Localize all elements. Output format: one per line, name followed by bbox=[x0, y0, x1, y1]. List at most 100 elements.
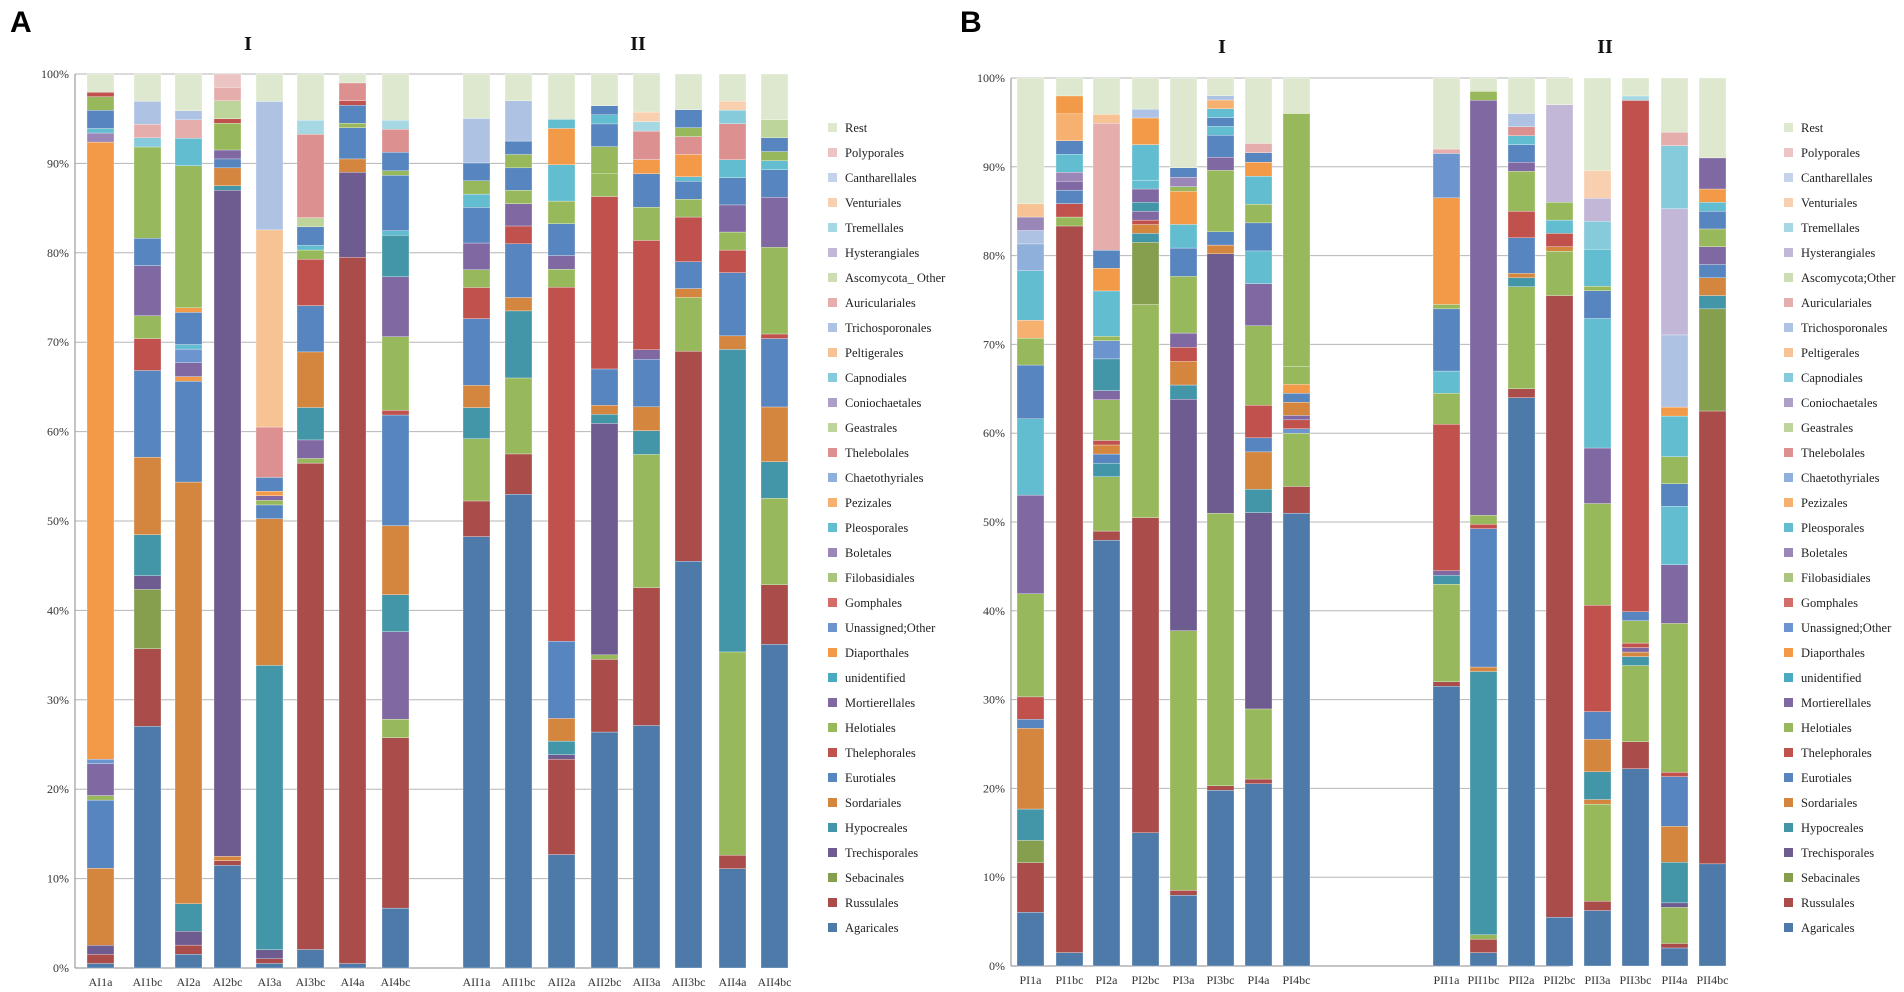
y-tick-label: 20% bbox=[47, 782, 69, 796]
bar-segment-ai1bc-russulales bbox=[133, 648, 162, 727]
legend-label-filobasidiales: Filobasidiales bbox=[845, 571, 915, 585]
legend-label-rest: Rest bbox=[845, 121, 868, 135]
bar-segment-pii1a-unassigned-other bbox=[1432, 153, 1461, 199]
x-tick-label-aii1bc: AII1bc bbox=[502, 975, 536, 989]
bar-segment-ai1bc-eurotiales bbox=[133, 370, 162, 458]
y-tick-label: 90% bbox=[47, 156, 69, 170]
y-tick-label: 10% bbox=[47, 872, 69, 886]
bar-segment-pi2a-peltigerales bbox=[1092, 114, 1121, 124]
bar-segment-pii3a-eurotiales bbox=[1583, 711, 1612, 740]
bar-segment-pii4a-eurotiales bbox=[1660, 776, 1689, 827]
bar-segment-pii4a-helotiales bbox=[1660, 907, 1689, 944]
bar-segment-aii1bc-helotiales bbox=[504, 154, 533, 169]
bar-segment-pi3bc-trechisporales bbox=[1206, 253, 1235, 514]
bar-segment-pi1bc-boletales bbox=[1055, 172, 1084, 182]
bar-segment-ai3a-trechisporales bbox=[255, 949, 284, 959]
legend-swatch-thelephorales bbox=[1784, 748, 1793, 757]
bar-segment-ai3a-helotiales bbox=[255, 500, 284, 506]
bar-segment-aii4a-helotiales bbox=[718, 651, 747, 856]
bar-segment-ai3a-russulales bbox=[255, 958, 284, 964]
bar-segment-aii3bc-thelephorales bbox=[674, 216, 703, 262]
bar-segment-ai2bc-hypocreales bbox=[213, 185, 242, 191]
legend-label-pezizales: Pezizales bbox=[845, 496, 892, 510]
bar-segment-pi2a-rest bbox=[1092, 77, 1121, 115]
bar-segment-pii4bc-sebacinales bbox=[1698, 308, 1727, 412]
bar-segment-pi1bc-diaporthales bbox=[1055, 95, 1084, 115]
bar-segment-ai3a-rest bbox=[255, 73, 284, 102]
legend-label-pezizales: Pezizales bbox=[1801, 496, 1848, 510]
legend-swatch-pezizales bbox=[828, 498, 837, 507]
bar-segment-aii4a-rest bbox=[718, 73, 747, 102]
legend-label-polyporales: Polyporales bbox=[1801, 146, 1860, 160]
bar-segment-pi1bc-rest bbox=[1055, 77, 1084, 97]
bar-segment-aii2a-agaricales bbox=[547, 854, 576, 969]
y-tick-label: 50% bbox=[47, 514, 69, 528]
bar-segment-pi3bc-pleosporales bbox=[1206, 126, 1235, 136]
bar-segment-pii2a-eurotiales bbox=[1507, 237, 1536, 274]
bar-segment-ai3bc-tremellales bbox=[296, 120, 325, 135]
legend-swatch-coniochaetales bbox=[1784, 398, 1793, 407]
bar-segment-pi2a-auriculariales bbox=[1092, 123, 1121, 251]
bar-segment-pi2bc-mortierellales bbox=[1131, 211, 1160, 221]
bar-segment-pii1a-russulales bbox=[1432, 681, 1461, 687]
bar-segment-pi4bc-mortierellales bbox=[1282, 415, 1311, 421]
bar-segment-pii2a-trichosporonales bbox=[1507, 113, 1536, 127]
bar-segment-pii2a-rest bbox=[1507, 77, 1536, 114]
legend-swatch-hypocreales bbox=[828, 823, 837, 832]
bar-segment-pi2bc-pleosporales bbox=[1131, 179, 1160, 190]
legend-label-venturiales: Venturiales bbox=[845, 196, 901, 210]
legend-swatch-trichosporonales bbox=[828, 323, 837, 332]
legend-swatch-filobasidiales bbox=[828, 573, 837, 582]
y-tick-label: 50% bbox=[983, 515, 1005, 529]
bar-segment-pii1bc-helotiales bbox=[1469, 515, 1498, 525]
bar-segment-pii2bc-pleosporales bbox=[1545, 219, 1574, 234]
legend-label-boletales: Boletales bbox=[845, 546, 892, 560]
legend-label-auriculariales: Auriculariales bbox=[845, 296, 916, 310]
bar-segment-aii2bc-rest bbox=[590, 73, 619, 106]
bar-segment-ai1bc-hypocreales bbox=[133, 534, 162, 576]
bar-segment-ai4bc-agaricales bbox=[381, 907, 410, 969]
bar-segment-ai2bc-eurotiales bbox=[213, 158, 242, 169]
legend-label-russulales: Russulales bbox=[845, 896, 899, 910]
bar-segment-ai4bc-helotiales bbox=[381, 336, 410, 411]
group-label-i: I bbox=[244, 33, 252, 55]
legend-swatch-sebacinales bbox=[828, 873, 837, 882]
bar-segment-pi2a-hypocreales bbox=[1092, 462, 1121, 477]
bar-segment-pi4a-pleosporales bbox=[1244, 175, 1273, 205]
bar-segment-pi2bc-trichosporonales bbox=[1131, 108, 1160, 119]
bar-segment-pi3bc-agaricales bbox=[1206, 790, 1235, 967]
bar-segment-pi4bc-thelephorales bbox=[1282, 419, 1311, 429]
bar-segment-pii4bc-helotiales bbox=[1698, 228, 1727, 247]
bar-segment-ai2bc-sordariales bbox=[213, 856, 242, 861]
bar-segment-pii2a-sordariales bbox=[1507, 273, 1536, 278]
group-label-ii: II bbox=[1597, 36, 1613, 58]
legend-label-hysterangiales: Hysterangiales bbox=[845, 246, 919, 260]
bar-segment-aii4a-mortierellales bbox=[718, 204, 747, 233]
bar-segment-ai2a-russulales bbox=[174, 944, 203, 955]
group-label-ii: II bbox=[630, 33, 646, 55]
bar-segment-pii2a-helotiales bbox=[1507, 286, 1536, 389]
bar-segment-pii4bc-mortierellales bbox=[1698, 157, 1727, 190]
bar-segment-pii1bc-eurotiales bbox=[1469, 528, 1498, 668]
bar-segment-pii1bc-hypocreales bbox=[1469, 671, 1498, 935]
bar-segment-aii4bc-thelephorales bbox=[760, 333, 789, 339]
bar-segment-pi1a-helotiales bbox=[1016, 337, 1045, 366]
bar-segment-pi4bc-helotiales bbox=[1282, 366, 1311, 385]
bar-segment-aii2a-thelephorales bbox=[547, 287, 576, 642]
bar-segment-pii3a-helotiales bbox=[1583, 285, 1612, 291]
bar-segment-pi2bc-hypocreales bbox=[1131, 233, 1160, 243]
bar-segment-ai4bc-sordariales bbox=[381, 525, 410, 595]
bar-segment-aii1bc-sordariales bbox=[504, 297, 533, 312]
bar-segment-ai4bc-helotiales bbox=[381, 719, 410, 738]
bar-segment-pi4a-mortierellales bbox=[1244, 283, 1273, 326]
bar-segment-aii3bc-thelebolales bbox=[674, 136, 703, 155]
bar-segment-pii4bc-eurotiales bbox=[1698, 264, 1727, 278]
bar-segment-pi3a-mortierellales bbox=[1169, 332, 1198, 348]
bar-segment-aii4bc-eurotiales bbox=[760, 338, 789, 408]
bar-segment-aii2bc-agaricales bbox=[590, 731, 619, 969]
legend-swatch-boletales bbox=[1784, 548, 1793, 557]
legend-label-sebacinales: Sebacinales bbox=[845, 871, 904, 885]
bar-segment-aii3a-eurotiales bbox=[632, 173, 661, 208]
bar-segment-pii3bc-agaricales bbox=[1621, 768, 1650, 967]
bar-segment-pi4a-agaricales bbox=[1244, 783, 1273, 967]
